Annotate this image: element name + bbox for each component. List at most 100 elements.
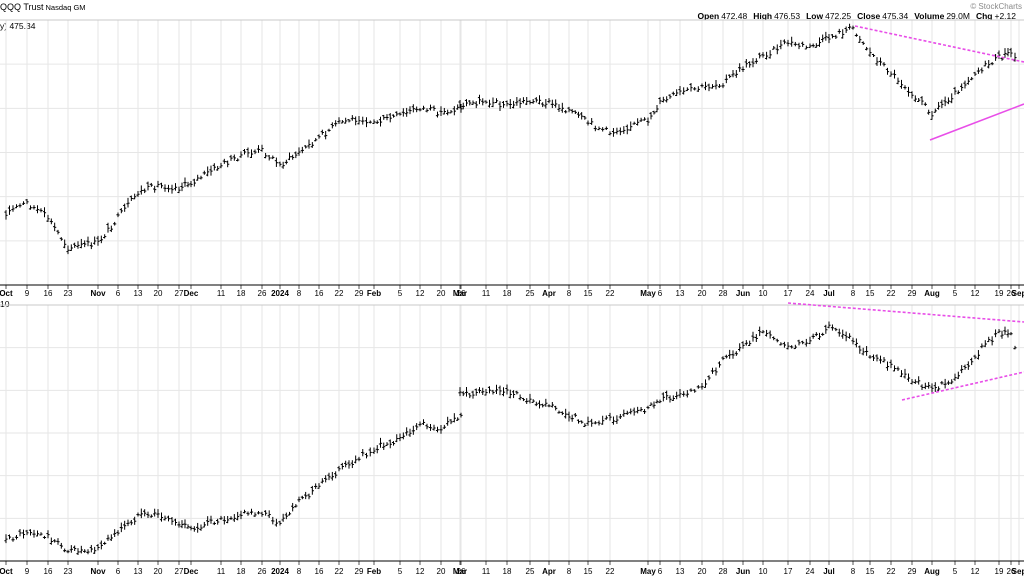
x-tick-label: 2024 [271, 289, 289, 298]
x-tick-label: 18 [237, 289, 246, 298]
x-tick-label: 12 [416, 567, 425, 576]
close-label: Close [857, 11, 881, 21]
x-tick-label: 6 [116, 567, 121, 576]
x-tick-label: Nov [90, 567, 106, 576]
x-tick-label: 22 [606, 289, 615, 298]
x-tick-label: 20 [437, 289, 446, 298]
trendline-up [901, 371, 1024, 401]
x-tick-label: 5 [953, 289, 958, 298]
ohlc-readout: Open 472.48 High 476.53 Low 472.25 Close 475.34… [697, 11, 1022, 21]
x-tick-label: 13 [676, 289, 685, 298]
x-tick-label: Dec [184, 567, 199, 576]
x-tick-label: 18 [237, 567, 246, 576]
x-tick-label: 28 [719, 289, 728, 298]
x-tick-label: 8 [297, 567, 302, 576]
x-tick-label: 5 [953, 567, 958, 576]
x-tick-label: 29 [908, 289, 917, 298]
x-tick-label: 22 [335, 567, 344, 576]
x-tick-label: 15 [584, 567, 593, 576]
x-tick-label: 23 [64, 289, 73, 298]
x-tick-label: 26 [258, 567, 267, 576]
x-tick-label: 27 [175, 567, 184, 576]
x-tick-label: 26 [258, 289, 267, 298]
x-tick-label: 15 [866, 289, 875, 298]
x-tick-label: 20 [154, 289, 163, 298]
x-tick-label: 12 [971, 567, 980, 576]
x-tick-label: 24 [806, 567, 815, 576]
x-tick-label: 8 [851, 567, 856, 576]
x-tick-label: 11 [217, 289, 226, 298]
trendline-down [787, 302, 1024, 323]
x-tick-label: Jun [736, 289, 750, 298]
x-tick-label: 26 [1007, 567, 1016, 576]
x-tick-label: 25 [526, 567, 535, 576]
exchange-name: Nasdaq GM [45, 3, 86, 12]
x-tick-label: 16 [44, 289, 53, 298]
x-tick-label: 16 [44, 567, 53, 576]
open-value: 472.48 [721, 11, 748, 21]
x-tick-label: Apr [542, 289, 556, 298]
volume-value: 29.0M [946, 11, 970, 21]
x-tick-label: May [640, 289, 656, 298]
x-tick-label: 22 [887, 567, 896, 576]
x-tick-label: 13 [134, 289, 143, 298]
trendline-up [929, 103, 1024, 141]
x-tick-label: 11 [482, 567, 491, 576]
high-label: High [753, 11, 773, 21]
x-tick-label: 23 [64, 567, 73, 576]
x-tick-label: Feb [367, 567, 381, 576]
x-tick-label: 24 [806, 289, 815, 298]
x-tick-label: 6 [116, 289, 121, 298]
x-tick-label: Oct [0, 567, 13, 576]
x-tick-label: 25 [526, 289, 535, 298]
x-tick-label: 26 [1007, 289, 1016, 298]
low-value: 472.25 [825, 11, 852, 21]
x-tick-label: 11 [217, 567, 226, 576]
x-tick-label: 26 [457, 567, 466, 576]
x-tick-label: Mar [453, 567, 467, 576]
low-label: Low [806, 11, 824, 21]
x-tick-label: 2024 [271, 567, 289, 576]
x-tick-label: 22 [606, 567, 615, 576]
x-tick-label: Dec [184, 289, 199, 298]
x-tick-label: 29 [355, 567, 364, 576]
x-tick-label: 17 [784, 289, 793, 298]
x-tick-label: 11 [482, 289, 491, 298]
x-tick-label: 18 [503, 567, 512, 576]
x-tick-label: Apr [542, 567, 556, 576]
x-tick-label: Aug [924, 289, 940, 298]
x-tick-label: 5 [398, 289, 403, 298]
x-tick-label: Aug [924, 567, 940, 576]
x-tick-label: 20 [437, 567, 446, 576]
x-tick-label: 19 [995, 289, 1004, 298]
x-tick-label: 22 [887, 289, 896, 298]
symbol-name: QQQ Trust [0, 2, 44, 12]
x-tick-label: 22 [335, 289, 344, 298]
x-tick-label: 17 [784, 567, 793, 576]
high-value: 476.53 [774, 11, 801, 21]
x-tick-label: 10 [759, 567, 768, 576]
x-tick-label: 20 [698, 567, 707, 576]
x-tick-label: Mar [453, 289, 467, 298]
x-tick-label: 19 [995, 567, 1004, 576]
x-tick-label: 16 [315, 289, 324, 298]
chart-title: QQQ Trust Nasdaq GM [0, 2, 86, 12]
x-tick-label: 28 [719, 567, 728, 576]
x-tick-label: 6 [658, 567, 663, 576]
chg-value: +2.12 [994, 11, 1016, 21]
x-tick-label: 12 [416, 289, 425, 298]
upper-panel-label: y) 475.34 [0, 21, 36, 31]
x-tick-label: 8 [567, 567, 572, 576]
open-label: Open [697, 11, 720, 21]
x-tick-label: Oct [0, 289, 13, 298]
x-tick-label: 12 [971, 289, 980, 298]
x-tick-label: 27 [175, 289, 184, 298]
x-tick-label: 29 [355, 289, 364, 298]
x-tick-label: Jun [736, 567, 750, 576]
x-tick-label: 9 [25, 567, 30, 576]
x-tick-label: 8 [297, 289, 302, 298]
x-tick-label: 15 [866, 567, 875, 576]
x-tick-label: 6 [658, 289, 663, 298]
x-tick-label: 20 [154, 567, 163, 576]
